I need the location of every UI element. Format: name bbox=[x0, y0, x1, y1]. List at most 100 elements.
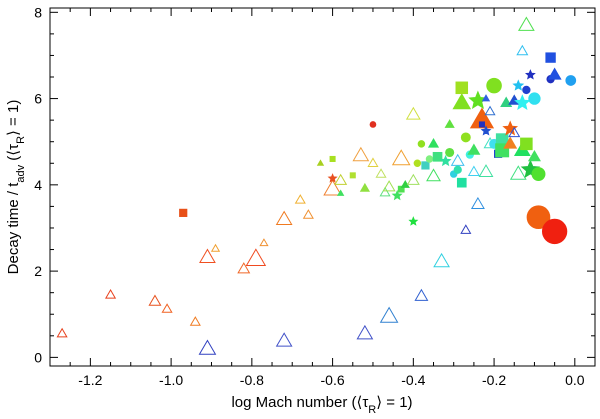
data-point-triangle bbox=[426, 168, 441, 182]
data-point-triangle bbox=[259, 238, 269, 247]
data-point-triangle bbox=[294, 194, 306, 204]
x-axis-title: log Mach number (⟨τR⟩ = 1) bbox=[231, 394, 412, 414]
data-point-square bbox=[478, 121, 485, 128]
x-tick-label: 0.0 bbox=[565, 372, 585, 388]
data-point-triangle bbox=[199, 248, 216, 263]
data-point-triangle bbox=[406, 173, 420, 185]
x-tick-label: -1.0 bbox=[159, 372, 183, 388]
data-point-star bbox=[327, 173, 338, 183]
data-point-triangle bbox=[427, 138, 440, 148]
data-point-triangle bbox=[352, 146, 370, 162]
x-tick-label: -0.8 bbox=[240, 372, 264, 388]
data-point-triangle bbox=[414, 288, 429, 301]
data-point-square bbox=[545, 52, 556, 63]
data-point-circle bbox=[369, 121, 377, 128]
y-tick-label: 4 bbox=[34, 177, 42, 193]
data-point-triangle bbox=[391, 149, 411, 166]
data-point-circle bbox=[453, 165, 462, 174]
data-point-triangle bbox=[275, 210, 293, 226]
data-point-square bbox=[432, 151, 443, 162]
data-point-circle bbox=[486, 77, 502, 94]
data-point-circle bbox=[526, 205, 551, 230]
data-point-triangle bbox=[503, 136, 518, 149]
x-tick-label: -0.2 bbox=[482, 372, 506, 388]
data-point-star bbox=[408, 216, 419, 226]
data-point-star bbox=[512, 79, 525, 91]
y-tick-label: 8 bbox=[34, 4, 42, 20]
data-point-triangle bbox=[275, 332, 293, 347]
y-tick-label: 6 bbox=[34, 91, 42, 107]
x-tick-label: -1.2 bbox=[78, 372, 102, 388]
data-point-triangle bbox=[375, 168, 387, 178]
data-point-triangle bbox=[527, 149, 541, 162]
axis-ticks: -1.2 -1.0 -0.8 -0.6 -0.4 -0.2 0.0 0 2 4 6 8 bbox=[34, 4, 595, 388]
data-point-circle bbox=[531, 167, 546, 182]
data-point-triangle bbox=[161, 303, 173, 313]
data-point-triangle bbox=[210, 243, 221, 252]
data-point-triangle bbox=[508, 126, 521, 138]
data-point-triangle bbox=[359, 182, 370, 192]
data-point-square bbox=[329, 155, 336, 162]
data-point-triangle bbox=[517, 16, 535, 31]
data-point-triangle bbox=[302, 209, 314, 219]
y-tick-label: 0 bbox=[34, 349, 42, 365]
data-point-triangle bbox=[379, 306, 399, 323]
data-point-square bbox=[397, 185, 405, 193]
data-point-star bbox=[439, 154, 452, 167]
data-point-triangle bbox=[382, 180, 396, 192]
data-point-square bbox=[456, 177, 467, 188]
plot-frame bbox=[49, 7, 596, 367]
data-point-triangle bbox=[452, 93, 472, 110]
data-point-triangle bbox=[470, 196, 485, 209]
data-point-triangle bbox=[323, 179, 342, 196]
data-point-triangle bbox=[481, 94, 491, 102]
y-axis-title: Decay time / tadv (⟨τR⟩ = 1) bbox=[5, 100, 27, 275]
x-tick-label: -0.6 bbox=[321, 372, 345, 388]
data-point-circle bbox=[528, 92, 541, 105]
data-point-triangle bbox=[367, 157, 379, 168]
data-point-triangle bbox=[433, 252, 450, 268]
data-point-square bbox=[179, 208, 188, 217]
data-points bbox=[56, 16, 577, 355]
data-point-triangle bbox=[500, 96, 513, 107]
data-point-triangle bbox=[509, 165, 527, 180]
data-point-triangle bbox=[516, 44, 529, 56]
data-point-square bbox=[520, 137, 533, 151]
data-point-star bbox=[480, 125, 492, 136]
data-point-triangle bbox=[148, 294, 162, 306]
data-point-triangle bbox=[189, 316, 201, 326]
data-point-triangle bbox=[405, 106, 421, 120]
data-point-star bbox=[502, 120, 519, 136]
data-point-triangle bbox=[237, 262, 251, 274]
data-point-circle bbox=[417, 140, 426, 148]
data-point-square bbox=[421, 161, 430, 170]
data-point-triangle bbox=[356, 324, 374, 340]
data-point-triangle bbox=[198, 339, 217, 355]
data-point-circle bbox=[413, 159, 422, 168]
data-point-triangle bbox=[400, 179, 410, 188]
data-point-triangle bbox=[467, 143, 481, 155]
data-point-triangle bbox=[444, 119, 455, 128]
data-point-triangle bbox=[469, 107, 495, 129]
data-point-square bbox=[349, 172, 356, 179]
data-point-star bbox=[514, 94, 531, 110]
data-point-triangle bbox=[460, 224, 472, 234]
data-point-circle bbox=[522, 85, 531, 95]
x-tick-label: -0.4 bbox=[401, 372, 425, 388]
data-point-triangle bbox=[467, 165, 480, 176]
y-tick-label: 2 bbox=[34, 263, 42, 279]
data-point-star bbox=[391, 189, 403, 201]
data-point-square bbox=[455, 81, 469, 95]
data-point-triangle bbox=[316, 159, 325, 166]
data-point-triangle bbox=[56, 327, 68, 338]
data-point-circle bbox=[445, 147, 455, 158]
data-point-star bbox=[524, 69, 536, 80]
data-point-triangle bbox=[484, 105, 496, 116]
data-point-circle bbox=[565, 75, 577, 86]
data-point-circle bbox=[425, 155, 434, 163]
data-point-triangle bbox=[104, 288, 117, 299]
data-point-triangle bbox=[336, 189, 345, 196]
data-point-circle bbox=[541, 218, 568, 245]
